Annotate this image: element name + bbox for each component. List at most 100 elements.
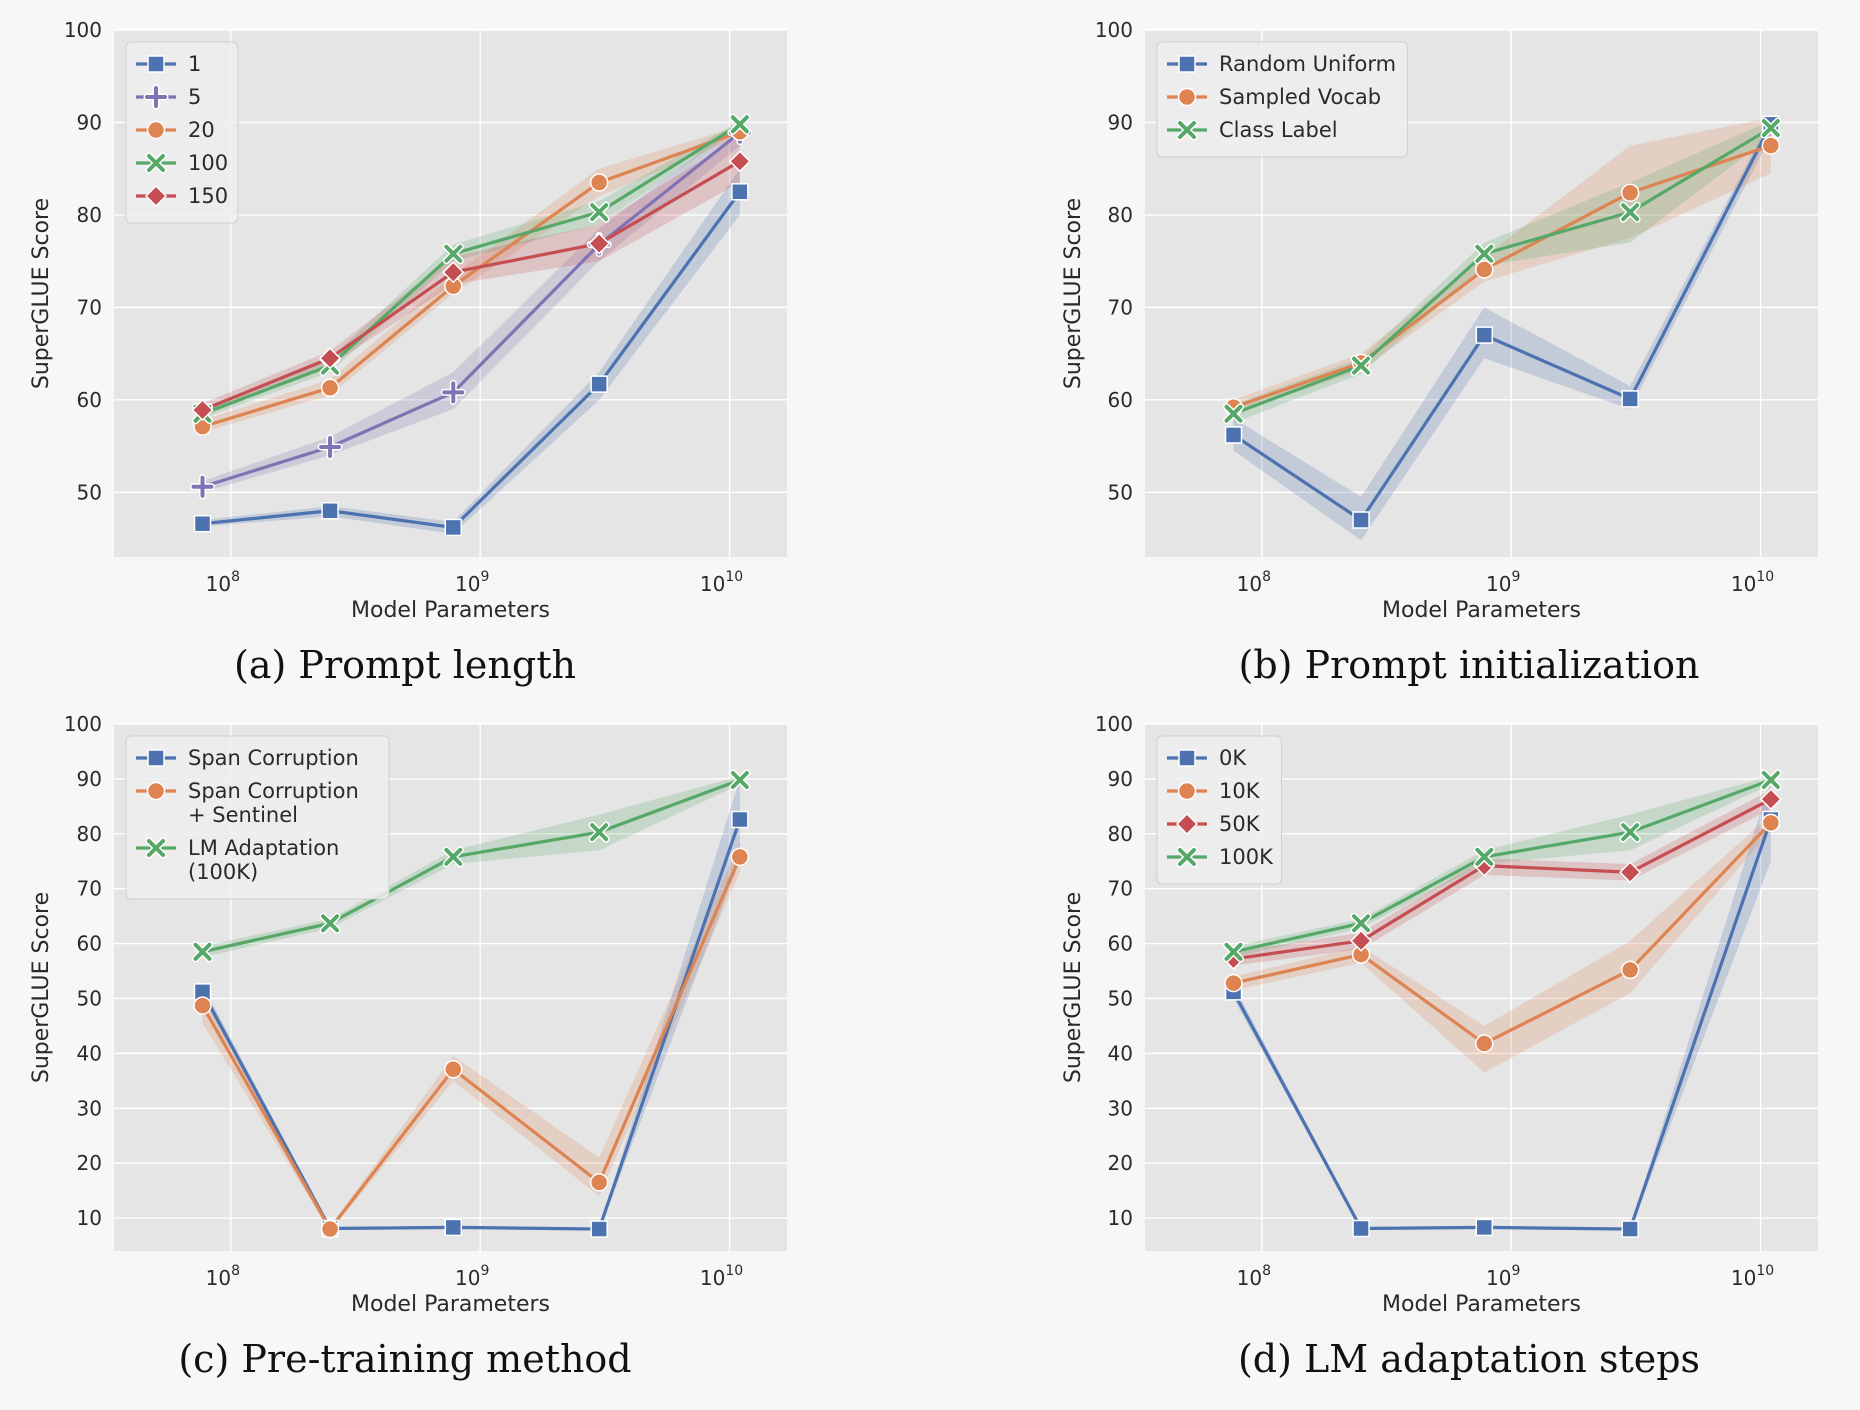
y-axis-label: SuperGLUE Score: [1061, 892, 1086, 1083]
y-tick-label: 70: [1108, 877, 1133, 901]
data-point-1-3: [589, 1173, 609, 1192]
confidence-band-2: [202, 126, 740, 433]
data-point-2-0: [1224, 404, 1243, 423]
x-tick-label: 108: [206, 1263, 240, 1290]
legend-label-1: 10K: [1219, 779, 1261, 803]
x-tick-exponent: 10: [1756, 1263, 1774, 1279]
x-tick-base: 10: [1731, 572, 1756, 596]
data-point-1-1: [320, 1219, 340, 1239]
data-point-0-3: [1621, 390, 1639, 408]
data-point-4-2: [442, 261, 465, 284]
legend-marker-1: [1177, 87, 1197, 107]
legend-label-0: 0K: [1219, 746, 1247, 770]
data-point-0-0: [193, 514, 212, 533]
legend-label-line: (100K): [188, 860, 258, 884]
y-tick-label: 80: [77, 822, 102, 846]
legend-label-3: 100K: [1219, 845, 1274, 869]
x-tick-label: 1010: [700, 1263, 743, 1290]
data-point-1-0: [191, 475, 214, 498]
legend-label-1: Sampled Vocab: [1219, 85, 1381, 109]
data-point-3-0: [1224, 942, 1243, 961]
y-tick-label: 90: [1108, 767, 1133, 791]
data-point-4-4: [728, 150, 751, 173]
x-tick-label: 108: [1237, 1263, 1271, 1290]
y-tick-label: 50: [1108, 480, 1133, 504]
x-tick-exponent: 8: [1262, 1263, 1271, 1279]
y-tick-label: 80: [1108, 822, 1133, 846]
x-tick-exponent: 10: [1756, 569, 1774, 585]
legend-marker-3: [1178, 848, 1196, 866]
data-point-1-3: [1620, 183, 1640, 202]
data-point-4-1: [318, 347, 342, 370]
legend-marker-3: [147, 154, 165, 172]
data-point-0-0: [1224, 426, 1243, 444]
x-tick-base: 10: [455, 1266, 480, 1290]
legend-marker-1: [146, 781, 166, 801]
legend-label-line: + Sentinel: [188, 803, 298, 827]
x-tick-label: 108: [206, 569, 240, 596]
legend-marker-0: [1178, 749, 1196, 767]
y-tick-label: 10: [1108, 1206, 1133, 1230]
data-point-0-4: [731, 810, 749, 829]
y-tick-label: 40: [77, 1041, 102, 1065]
data-point-2-3: [589, 173, 609, 192]
legend-label-0: 1: [188, 52, 201, 76]
x-tick-label: 108: [1237, 569, 1271, 596]
x-tick-base: 10: [1731, 1266, 1756, 1290]
y-tick-label: 100: [1095, 712, 1133, 736]
y-tick-label: 20: [1108, 1151, 1133, 1175]
x-tick-base: 10: [1237, 572, 1262, 596]
data-point-1-0: [1224, 973, 1243, 993]
y-tick-label: 90: [77, 110, 102, 134]
legend-label-2: Class Label: [1219, 118, 1338, 142]
x-tick-base: 10: [455, 572, 480, 596]
y-tick-label: 60: [1108, 388, 1133, 412]
confidence-band-3: [1233, 776, 1771, 958]
data-point-2-2: [1475, 244, 1494, 263]
data-point-3-3: [590, 203, 609, 222]
x-tick-base: 10: [1486, 572, 1511, 596]
data-point-2-4: [1761, 119, 1780, 138]
data-point-1-4: [1761, 136, 1781, 155]
data-point-0-4: [731, 183, 749, 201]
legend-marker-2: [1178, 121, 1196, 139]
legend-marker-0: [1178, 55, 1196, 73]
x-axis-label: Model Parameters: [1382, 598, 1581, 623]
y-tick-label: 60: [1108, 932, 1133, 956]
legend-label-2: 20: [188, 118, 215, 142]
data-point-0-2: [1475, 1218, 1494, 1237]
x-tick-base: 10: [1486, 1266, 1511, 1290]
confidence-band-1: [1233, 814, 1771, 1073]
data-point-3-4: [730, 115, 749, 134]
data-point-0-2: [1475, 326, 1494, 344]
y-tick-label: 10: [77, 1206, 102, 1230]
legend-box: [1156, 735, 1282, 885]
legend-label-4: 150: [188, 184, 228, 208]
legend-box: [125, 735, 390, 900]
confidence-band-4: [202, 136, 740, 417]
data-point-1-1: [319, 435, 342, 458]
data-point-2-1: [320, 378, 340, 398]
y-tick-label: 20: [77, 1151, 102, 1175]
chart-caption: (d) LM adaptation steps: [1238, 1337, 1700, 1381]
y-tick-label: 100: [64, 18, 102, 42]
data-point-3-2: [1475, 847, 1494, 866]
x-tick-exponent: 8: [231, 569, 240, 585]
legend-marker-2: [1175, 812, 1199, 836]
x-tick-exponent: 9: [480, 1263, 489, 1279]
data-point-1-0: [193, 996, 212, 1015]
x-tick-label: 1010: [700, 569, 743, 596]
data-point-2-3: [1619, 861, 1642, 884]
x-tick-label: 109: [1486, 569, 1520, 596]
confidence-band-0: [202, 168, 740, 534]
y-tick-label: 100: [1095, 18, 1133, 42]
legend-marker-1: [1177, 781, 1197, 801]
legend-label-line: LM Adaptation: [188, 836, 339, 860]
data-point-1-2: [444, 1060, 463, 1079]
x-tick-base: 10: [206, 572, 231, 596]
confidence-band-2: [1233, 789, 1771, 966]
x-tick-exponent: 9: [1511, 569, 1520, 585]
